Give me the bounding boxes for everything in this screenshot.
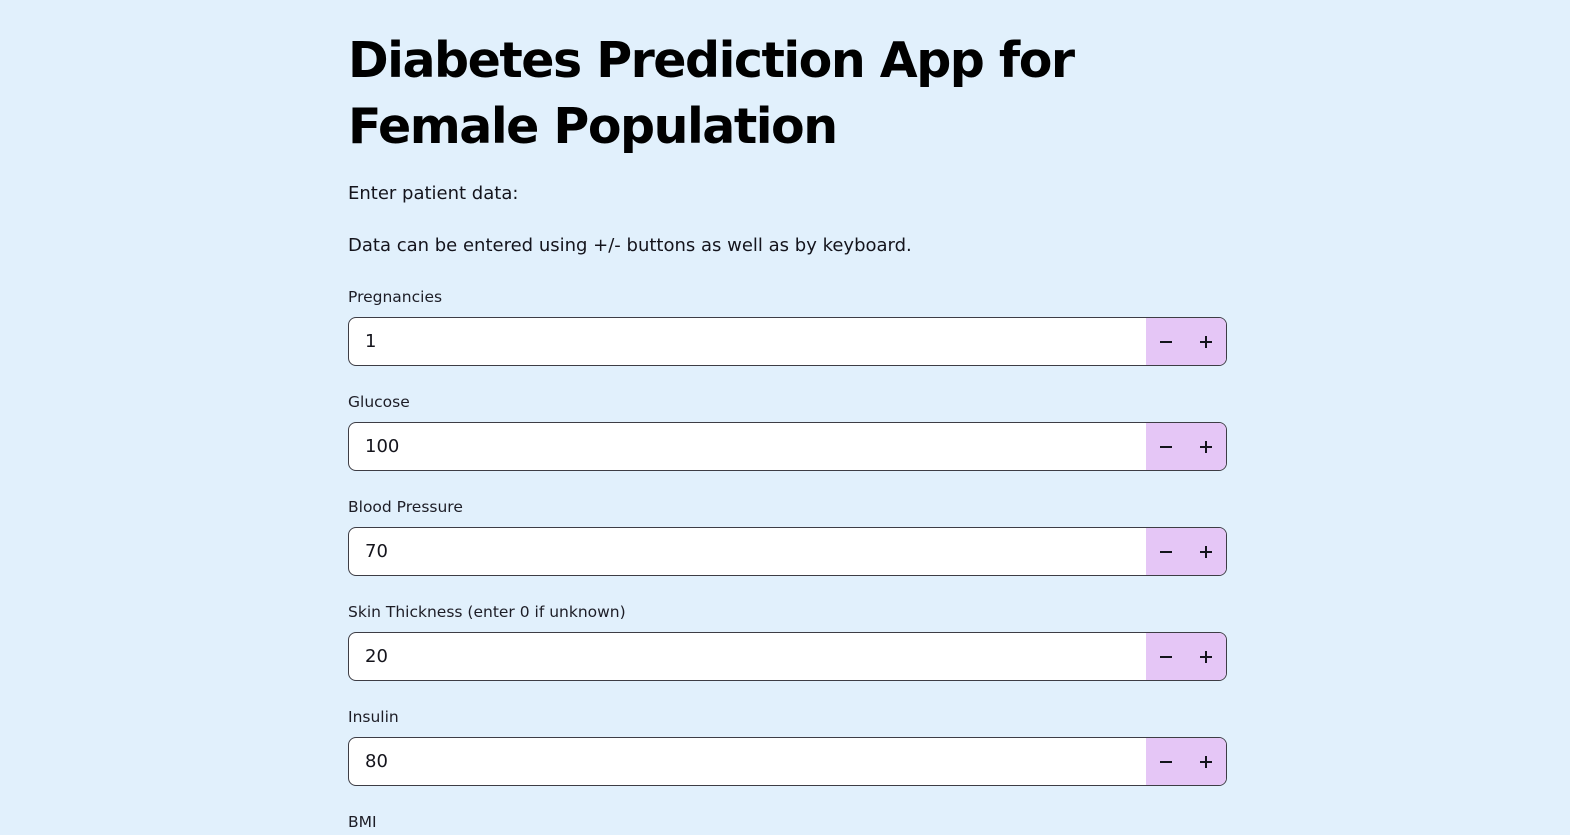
field-label: Blood Pressure bbox=[348, 498, 463, 516]
field-bmi: BMI bbox=[348, 812, 1228, 832]
stepper bbox=[1146, 318, 1226, 365]
minus-icon bbox=[1160, 655, 1172, 658]
skin-thickness-input[interactable]: 20 bbox=[365, 646, 388, 667]
number-input-container: 100 bbox=[348, 422, 1227, 471]
field-skin-thickness: Skin Thickness (enter 0 if unknown) 20 bbox=[348, 602, 1228, 681]
decrement-button[interactable] bbox=[1146, 633, 1186, 680]
minus-icon bbox=[1160, 445, 1172, 448]
minus-icon bbox=[1160, 760, 1172, 763]
plus-icon bbox=[1200, 545, 1212, 558]
field-pregnancies: Pregnancies 1 bbox=[348, 287, 1228, 366]
increment-button[interactable] bbox=[1186, 738, 1226, 785]
pregnancies-input[interactable]: 1 bbox=[365, 331, 377, 352]
number-input-container: 1 bbox=[348, 317, 1227, 366]
intro-text: Enter patient data: bbox=[348, 183, 519, 204]
plus-icon bbox=[1200, 650, 1212, 663]
increment-button[interactable] bbox=[1186, 318, 1226, 365]
field-blood-pressure: Blood Pressure 70 bbox=[348, 497, 1228, 576]
increment-button[interactable] bbox=[1186, 528, 1226, 575]
stepper bbox=[1146, 633, 1226, 680]
input-hint-text: Data can be entered using +/- buttons as… bbox=[348, 235, 912, 256]
stepper bbox=[1146, 738, 1226, 785]
plus-icon bbox=[1200, 440, 1212, 453]
number-input-container: 20 bbox=[348, 632, 1227, 681]
page-title: Diabetes Prediction App for Female Popul… bbox=[348, 32, 1075, 155]
field-label: Glucose bbox=[348, 393, 410, 411]
number-input-container: 70 bbox=[348, 527, 1227, 576]
minus-icon bbox=[1160, 550, 1172, 553]
decrement-button[interactable] bbox=[1146, 738, 1186, 785]
field-insulin: Insulin 80 bbox=[348, 707, 1228, 786]
plus-icon bbox=[1200, 335, 1212, 348]
increment-button[interactable] bbox=[1186, 633, 1226, 680]
stepper bbox=[1146, 423, 1226, 470]
field-label: Insulin bbox=[348, 708, 399, 726]
field-label: Skin Thickness (enter 0 if unknown) bbox=[348, 603, 626, 621]
glucose-input[interactable]: 100 bbox=[365, 436, 400, 457]
decrement-button[interactable] bbox=[1146, 318, 1186, 365]
field-label: BMI bbox=[348, 813, 377, 831]
blood-pressure-input[interactable]: 70 bbox=[365, 541, 388, 562]
decrement-button[interactable] bbox=[1146, 423, 1186, 470]
increment-button[interactable] bbox=[1186, 423, 1226, 470]
plus-icon bbox=[1200, 755, 1212, 768]
insulin-input[interactable]: 80 bbox=[365, 751, 388, 772]
field-glucose: Glucose 100 bbox=[348, 392, 1228, 471]
minus-icon bbox=[1160, 340, 1172, 343]
field-label: Pregnancies bbox=[348, 288, 443, 306]
number-input-container: 80 bbox=[348, 737, 1227, 786]
decrement-button[interactable] bbox=[1146, 528, 1186, 575]
stepper bbox=[1146, 528, 1226, 575]
